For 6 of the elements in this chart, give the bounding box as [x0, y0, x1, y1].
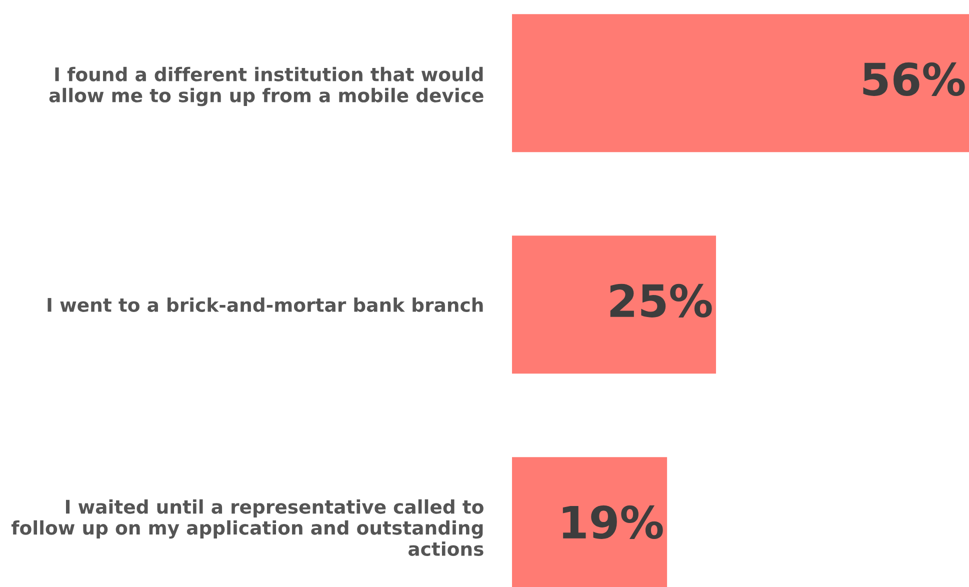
y-tick-label: I found a different institution that would allow me to sign up from a mobile device [49, 66, 484, 106]
y-tick-label: I went to a brick-and-mortar bank branch [48, 297, 483, 312]
data-label: 19% [562, 505, 663, 539]
data-label: 56% [863, 62, 965, 96]
y-tick-label: I waited until a representative called to follow up on my application and outstanding actions [11, 499, 484, 556]
data-label: 25% [610, 284, 712, 318]
